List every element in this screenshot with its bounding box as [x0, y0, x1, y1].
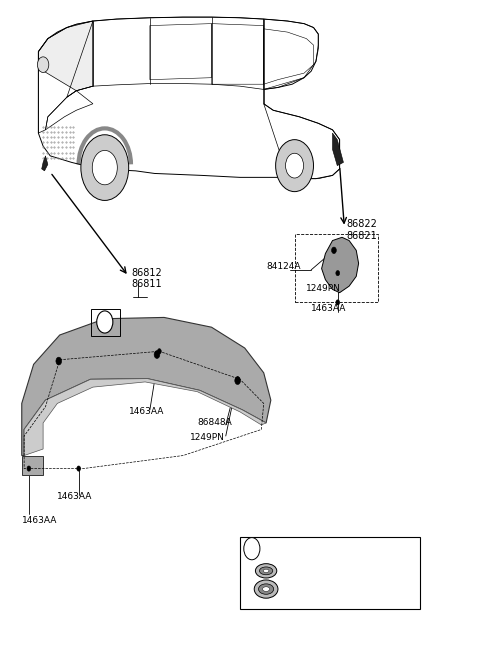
Circle shape [77, 466, 81, 471]
Ellipse shape [254, 580, 278, 598]
Circle shape [154, 351, 160, 359]
Circle shape [37, 57, 49, 72]
Polygon shape [322, 237, 359, 292]
Ellipse shape [92, 150, 117, 185]
Ellipse shape [259, 584, 274, 595]
Polygon shape [22, 317, 271, 455]
Text: a: a [249, 544, 254, 553]
Text: 84219E: 84219E [285, 585, 319, 593]
Ellipse shape [81, 135, 129, 200]
Ellipse shape [255, 564, 277, 578]
Text: 1463AA: 1463AA [129, 407, 164, 417]
Polygon shape [24, 378, 266, 455]
Polygon shape [333, 133, 343, 166]
Text: 86811: 86811 [131, 279, 161, 289]
Circle shape [235, 376, 240, 384]
Bar [295, 234, 378, 302]
Ellipse shape [286, 153, 303, 178]
Circle shape [244, 537, 260, 560]
Circle shape [336, 300, 340, 305]
Polygon shape [22, 455, 43, 475]
Circle shape [336, 271, 340, 276]
Text: 86812: 86812 [131, 268, 162, 278]
Circle shape [96, 311, 113, 333]
Text: 1463AA: 1463AA [57, 492, 93, 501]
Polygon shape [38, 21, 93, 91]
Text: 84124A: 84124A [266, 262, 300, 271]
Text: 86821: 86821 [347, 231, 377, 241]
Text: a: a [102, 317, 108, 327]
Polygon shape [42, 156, 48, 171]
Circle shape [27, 466, 31, 471]
Bar [240, 537, 420, 608]
Circle shape [157, 349, 161, 354]
Text: 1249PN: 1249PN [306, 284, 341, 292]
Ellipse shape [260, 567, 273, 575]
Circle shape [236, 376, 240, 382]
Text: 86848A: 86848A [197, 419, 232, 428]
Circle shape [332, 247, 336, 254]
Ellipse shape [263, 569, 269, 572]
Text: 1249PN: 1249PN [190, 434, 225, 442]
Text: 1463AA: 1463AA [311, 304, 347, 313]
Bar [91, 309, 120, 336]
Text: 84220U: 84220U [285, 566, 320, 576]
Text: 86822: 86822 [347, 219, 378, 229]
Text: 1463AA: 1463AA [22, 516, 57, 525]
Ellipse shape [276, 140, 313, 192]
Ellipse shape [263, 587, 270, 591]
Circle shape [56, 357, 61, 365]
